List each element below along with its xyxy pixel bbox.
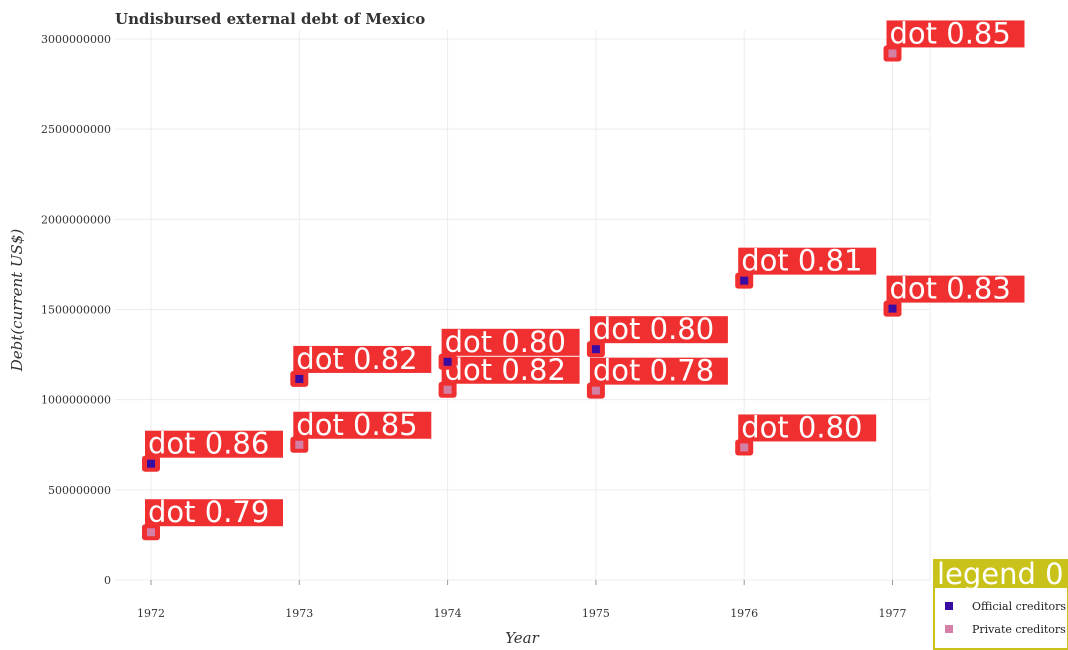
data-points	[142, 45, 902, 541]
annotation-box	[589, 357, 728, 385]
annotation-box	[293, 411, 432, 439]
legend-marker-official-creditors	[945, 602, 953, 610]
y-tick-label: 3000000000	[41, 33, 111, 46]
point-official-creditors	[443, 357, 452, 366]
legend: legend 0 Official creditors Private cred…	[933, 557, 1068, 650]
annotation-label: dot 0.86	[148, 427, 269, 461]
annotation-label: dot 0.82	[445, 353, 566, 387]
point-official-creditors	[740, 276, 749, 285]
point-private-creditors	[147, 528, 155, 537]
annotation-box	[886, 275, 1025, 303]
annotation-box	[293, 345, 432, 373]
point-official-creditors	[591, 345, 600, 354]
x-axis-label: Year	[505, 629, 539, 647]
legend-title: legend 0	[937, 557, 1064, 591]
chart-title: Undisbursed external debt of Mexico	[115, 10, 425, 28]
point-private-creditors	[443, 385, 452, 394]
annotation-box	[441, 356, 580, 384]
annotation-label: dot 0.78	[593, 354, 714, 388]
point-private-creditors	[888, 49, 897, 58]
legend-label-official-creditors: Official creditors	[972, 600, 1066, 613]
annotation-label: dot 0.80	[445, 325, 566, 359]
point-private-creditors	[740, 443, 749, 452]
point-official-creditors	[888, 304, 897, 313]
annotation-label: dot 0.79	[148, 495, 269, 529]
point-official-creditors	[295, 374, 304, 383]
annotation-label: dot 0.85	[296, 408, 417, 442]
y-tick-label: 500000000	[48, 484, 111, 497]
annotation-label: dot 0.80	[741, 410, 862, 444]
annotation-box	[738, 414, 877, 442]
x-axis-ticks: 1972 1973 1974 1975 1976 1977	[137, 580, 907, 620]
y-axis-ticks: 0 500000000 1000000000 1500000000 2000000000…	[41, 33, 111, 587]
annotation-box	[145, 430, 283, 458]
point-official-creditors	[147, 459, 155, 468]
point-private-creditors	[591, 386, 600, 395]
annotation-label: dot 0.83	[890, 272, 1011, 306]
legend-title-background	[934, 560, 1068, 588]
x-tick-label: 1977	[879, 607, 907, 620]
legend-label-private-creditors: Private creditors	[972, 623, 1066, 636]
annotation-box	[145, 499, 283, 527]
annotation-box	[589, 316, 728, 344]
y-tick-label: 0	[104, 574, 111, 587]
annotation-box	[886, 20, 1025, 48]
annotation-label: dot 0.80	[593, 312, 714, 346]
annotation-label: dot 0.81	[741, 244, 862, 278]
x-tick-label: 1975	[582, 607, 610, 620]
y-axis-label: Debt(current US$)	[8, 229, 26, 373]
legend-marker-private-creditors	[945, 625, 953, 633]
y-tick-label: 2500000000	[41, 123, 111, 136]
y-tick-label: 2000000000	[41, 213, 111, 226]
x-tick-label: 1973	[285, 607, 313, 620]
point-private-creditors	[295, 440, 304, 449]
annotation-label: dot 0.85	[890, 16, 1011, 50]
x-tick-label: 1974	[434, 607, 462, 620]
annotation-box	[738, 247, 877, 275]
y-tick-label: 1000000000	[41, 394, 111, 407]
x-tick-label: 1972	[137, 607, 165, 620]
x-tick-label: 1976	[730, 607, 758, 620]
y-tick-label: 1500000000	[41, 304, 111, 317]
annotation-label: dot 0.82	[296, 342, 417, 376]
annotation-box	[441, 328, 580, 356]
